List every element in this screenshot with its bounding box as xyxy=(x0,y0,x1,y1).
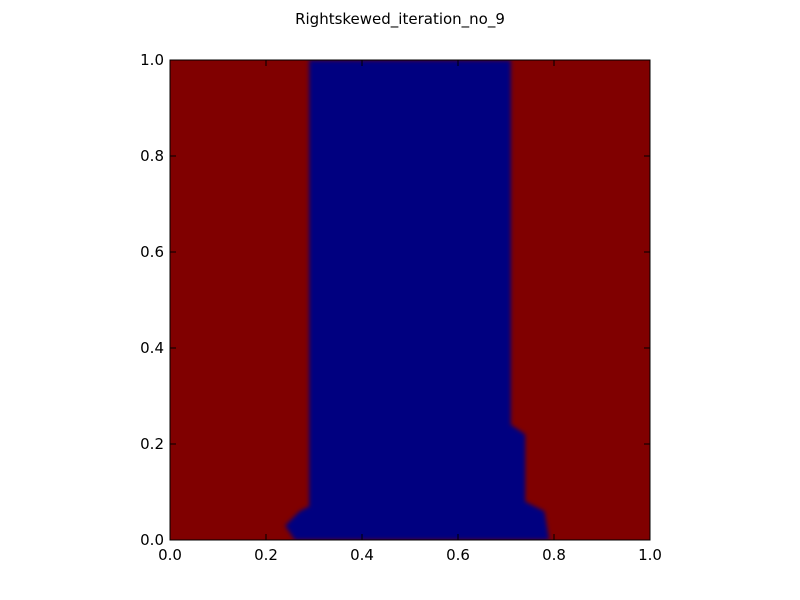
y-tick-label: 0.0 xyxy=(140,531,164,549)
y-tick-label: 0.6 xyxy=(140,243,164,261)
x-tick-label: 0.6 xyxy=(446,546,470,564)
y-tick-label: 0.4 xyxy=(140,339,164,357)
blue-region xyxy=(285,60,550,540)
chart-title: Rightskewed_iteration_no_9 xyxy=(295,10,505,28)
y-tick-label: 0.2 xyxy=(140,435,164,453)
y-tick-label: 1.0 xyxy=(140,51,164,69)
x-tick-label: 0.2 xyxy=(254,546,278,564)
axes-frame xyxy=(169,59,651,541)
y-tick-label: 0.8 xyxy=(140,147,164,165)
x-tick-label: 0.4 xyxy=(350,546,374,564)
x-tick-label: 0.0 xyxy=(158,546,182,564)
x-tick-label: 0.8 xyxy=(542,546,566,564)
tick-layer: 0.0 0.2 0.4 0.6 0.8 1.0 0.0 0.2 0.4 0.6 0.8 1.0 xyxy=(140,51,662,564)
x-tick-label: 1.0 xyxy=(638,546,662,564)
plot-layer xyxy=(169,59,651,541)
